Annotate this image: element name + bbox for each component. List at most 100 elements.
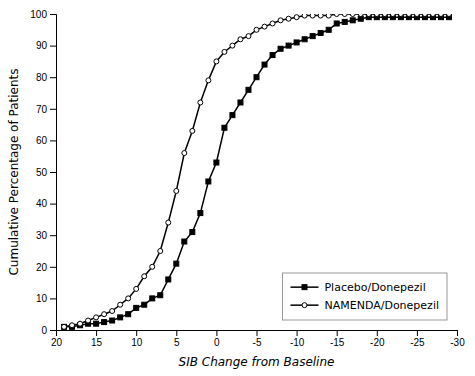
point-group (134, 286, 139, 291)
y-tick-mark (50, 330, 56, 331)
point (294, 15, 299, 20)
point (70, 323, 75, 328)
point (318, 30, 323, 35)
x-tick: 15 (91, 330, 103, 348)
x-tick: 0 (214, 330, 220, 348)
point-group (246, 87, 251, 92)
point-group (302, 37, 307, 42)
point-group (126, 312, 131, 317)
y-tick-mark (50, 172, 56, 173)
y-tick: 40 (36, 198, 56, 209)
point-group (214, 160, 219, 165)
x-tick-mark (257, 330, 258, 336)
point-group (262, 24, 267, 29)
y-tick-label: 40 (36, 198, 48, 209)
point (318, 14, 323, 18)
point (62, 324, 67, 329)
point-group (350, 18, 355, 23)
point (142, 302, 147, 307)
point (174, 261, 179, 266)
y-tick-mark (50, 235, 56, 236)
point (118, 315, 123, 320)
point-group (134, 305, 139, 310)
point-group (182, 151, 187, 156)
point-group (286, 43, 291, 48)
point (166, 220, 171, 225)
x-tick: -20 (370, 330, 385, 348)
point-group (166, 277, 171, 282)
x-tick: -5 (253, 330, 262, 348)
point (206, 179, 211, 184)
y-tick: 50 (36, 167, 56, 178)
y-tick-label: 60 (36, 135, 48, 146)
x-tick: 5 (174, 330, 180, 348)
x-tick-label: 15 (91, 337, 103, 348)
point (150, 264, 155, 269)
y-tick-label: 80 (36, 72, 48, 83)
x-axis-title: SIB Change from Baseline (179, 355, 335, 369)
point (430, 14, 435, 17)
point-group (78, 321, 83, 326)
x-tick-label: -15 (330, 337, 345, 348)
point (110, 309, 115, 314)
point-group (310, 34, 315, 39)
y-tick: 0 (41, 325, 56, 336)
point-group (254, 75, 259, 80)
legend-label: Placebo/Donepezil (324, 281, 425, 294)
marks (62, 14, 452, 329)
y-tick-label: 70 (36, 104, 48, 115)
point-group (150, 264, 155, 269)
y-tick-label: 20 (36, 262, 48, 273)
point-group (126, 296, 131, 301)
y-tick-mark (50, 77, 56, 78)
point (406, 14, 411, 17)
point-group (430, 14, 435, 17)
point (334, 14, 339, 17)
point-group (342, 14, 347, 17)
point-group (222, 49, 227, 54)
point (262, 62, 267, 67)
point (310, 34, 315, 39)
y-tick: 70 (36, 104, 56, 115)
point (182, 239, 187, 244)
point (190, 230, 195, 235)
point (62, 324, 67, 329)
y-tick-mark (50, 46, 56, 47)
point-group (270, 21, 275, 26)
point-group (182, 239, 187, 244)
series-points (62, 14, 452, 329)
point-group (238, 37, 243, 42)
series-line (64, 17, 449, 327)
point-group (102, 320, 107, 325)
legend-item: NAMENDA/Donepezil (290, 299, 439, 312)
x-tick-mark (337, 330, 338, 336)
point (350, 14, 355, 17)
point-group (262, 62, 267, 67)
point (134, 305, 139, 310)
point (142, 274, 147, 279)
plot: 20151050-5-10-15-20-25-30010203040506070… (7, 9, 465, 369)
y-tick-mark (50, 140, 56, 141)
x-tick: 20 (51, 330, 63, 348)
point (158, 249, 163, 254)
series-points (62, 15, 452, 330)
x-tick-mark (136, 330, 137, 336)
legend-box (282, 273, 447, 320)
point (78, 321, 83, 326)
point (390, 14, 395, 17)
x-axis-line (57, 331, 458, 337)
point-group (254, 27, 259, 32)
y-tick-mark (50, 298, 56, 299)
point (438, 14, 443, 17)
point-group (390, 14, 395, 17)
point-group (278, 18, 283, 23)
point (174, 188, 179, 193)
point (286, 16, 291, 21)
background (0, 0, 475, 376)
x-axis: 20151050-5-10-15-20-25-30 (51, 330, 465, 348)
y-axis-line (50, 15, 57, 331)
point-group (318, 30, 323, 35)
point (222, 49, 227, 54)
point-group (166, 220, 171, 225)
point-group (94, 321, 99, 326)
